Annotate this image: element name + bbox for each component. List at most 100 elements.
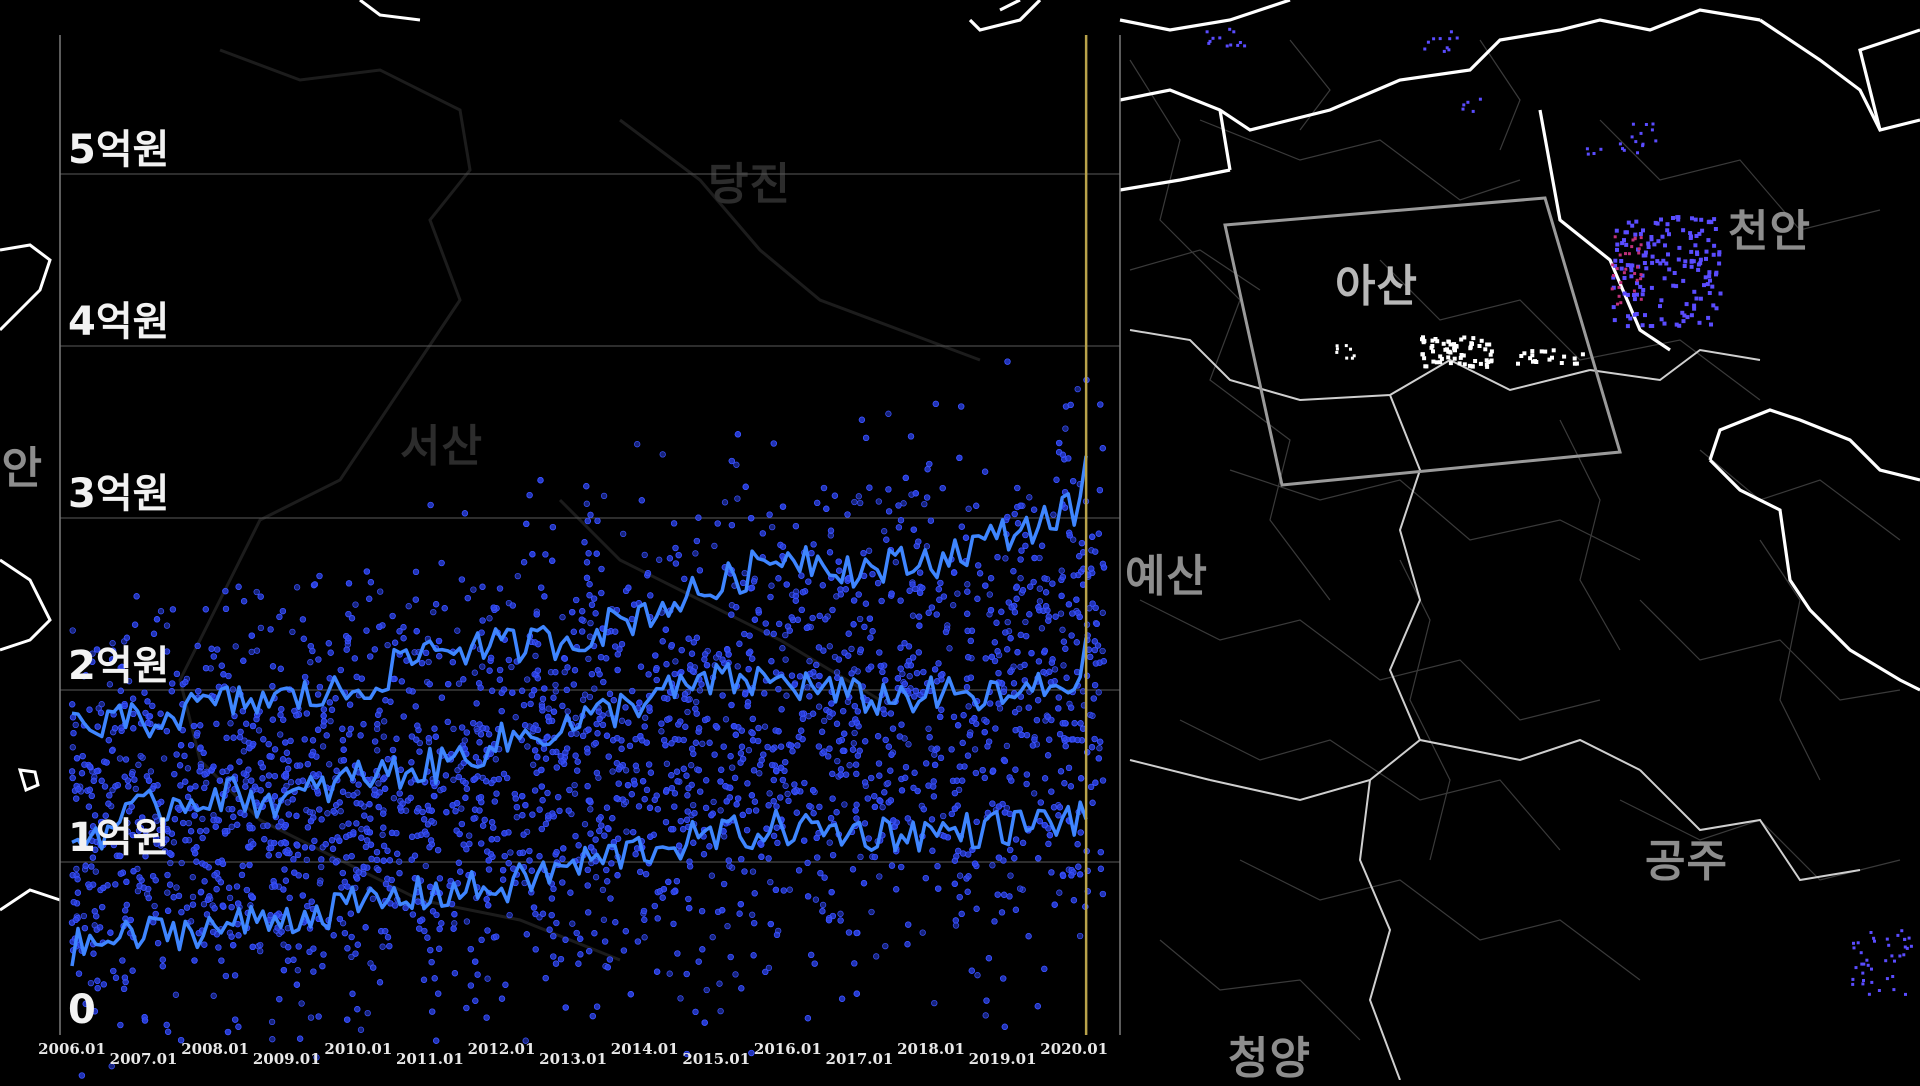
scatter-point	[229, 806, 235, 812]
scatter-point	[202, 772, 208, 778]
scatter-point	[659, 729, 665, 735]
scatter-point	[290, 797, 296, 803]
scatter-point	[197, 723, 203, 729]
scatter-point	[875, 580, 881, 586]
scatter-point	[410, 912, 416, 918]
scatter-point	[902, 640, 908, 646]
scatter-point	[660, 452, 666, 458]
scatter-point	[992, 640, 998, 646]
scatter-point	[308, 1015, 314, 1021]
scatter-point	[623, 768, 629, 774]
scatter-point	[722, 500, 728, 506]
scatter-point	[549, 896, 555, 902]
scatter-point	[1068, 784, 1074, 790]
scatter-point	[249, 649, 255, 655]
scatter-point	[188, 919, 194, 925]
scatter-point	[472, 670, 478, 676]
scatter-point	[299, 1001, 305, 1007]
scatter-point	[399, 679, 405, 685]
scatter-point	[266, 853, 272, 859]
scatter-point	[789, 615, 795, 621]
scatter-point	[553, 961, 559, 967]
scatter-point	[574, 930, 580, 936]
scatter-point	[321, 707, 327, 713]
scatter-point	[254, 589, 260, 595]
scatter-point	[326, 641, 332, 647]
scatter-point	[973, 503, 979, 509]
scatter-point	[728, 753, 734, 759]
scatter-point	[196, 688, 202, 694]
scatter-point	[1036, 659, 1042, 665]
scatter-point	[257, 942, 263, 948]
scatter-point	[1015, 485, 1021, 491]
scatter-point	[964, 684, 970, 690]
scatter-point	[1043, 590, 1049, 596]
scatter-point	[257, 948, 263, 954]
scatter-point	[390, 747, 396, 753]
scatter-point	[876, 761, 882, 767]
scatter-point	[352, 656, 358, 662]
scatter-point	[497, 667, 503, 673]
scatter-point	[478, 685, 484, 691]
scatter-point	[673, 659, 679, 665]
scatter-point	[365, 1010, 371, 1016]
scatter-point	[735, 496, 741, 502]
scatter-point	[376, 867, 382, 873]
scatter-point	[439, 921, 445, 927]
scatter-point	[986, 955, 992, 961]
scatter-point	[579, 617, 585, 623]
scatter-point	[678, 996, 684, 1002]
scatter-point	[278, 666, 284, 672]
scatter-point	[686, 896, 692, 902]
scatter-point	[115, 782, 121, 788]
scatter-point	[194, 733, 200, 739]
scatter-point	[305, 903, 311, 909]
scatter-point	[165, 890, 171, 896]
scatter-point	[582, 539, 588, 545]
scatter-point	[810, 711, 816, 717]
scatter-point	[119, 725, 125, 731]
scatter-point	[345, 946, 351, 952]
scatter-point	[696, 959, 702, 965]
scatter-point	[368, 579, 374, 585]
scatter-point	[558, 956, 564, 962]
scatter-point	[359, 826, 365, 832]
scatter-point	[694, 538, 700, 544]
scatter-point	[375, 721, 381, 727]
scatter-point	[616, 781, 622, 787]
scatter-point	[79, 1073, 85, 1079]
scatter-point	[421, 817, 427, 823]
scatter-point	[1066, 456, 1072, 462]
scatter-point	[214, 886, 220, 892]
scatter-point	[466, 833, 472, 839]
scatter-point	[353, 602, 359, 608]
scatter-point	[567, 787, 573, 793]
scatter-point	[678, 818, 684, 824]
scatter-point	[76, 786, 82, 792]
scatter-point	[999, 910, 1005, 916]
scatter-point	[188, 742, 194, 748]
scatter-point	[316, 657, 322, 663]
scatter-point	[816, 645, 822, 651]
scatter-point	[152, 903, 158, 909]
scatter-point	[684, 773, 690, 779]
scatter-point	[811, 810, 817, 816]
scatter-point	[1098, 849, 1104, 855]
scatter-point	[926, 610, 932, 616]
scatter-point	[343, 834, 349, 840]
scatter-point	[1037, 599, 1043, 605]
scatter-point	[617, 647, 623, 653]
scatter-point	[958, 404, 964, 410]
scatter-point	[243, 784, 249, 790]
scatter-point	[700, 741, 706, 747]
scatter-point	[228, 721, 234, 727]
scatter-point	[931, 779, 937, 785]
scatter-point	[823, 617, 829, 623]
scatter-point	[697, 789, 703, 795]
scatter-point	[775, 840, 781, 846]
scatter-point	[667, 971, 673, 977]
scatter-point	[807, 694, 813, 700]
scatter-point	[1024, 732, 1030, 738]
scatter-point	[828, 528, 834, 534]
scatter-point	[1018, 575, 1024, 581]
